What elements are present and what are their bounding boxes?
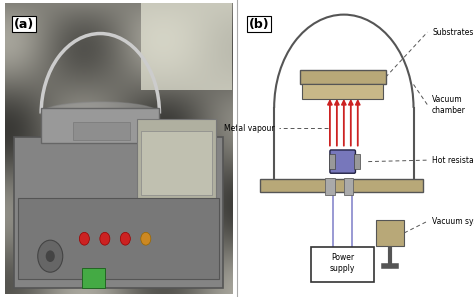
Bar xyxy=(82,268,105,288)
Circle shape xyxy=(38,240,63,272)
Text: Substrates: Substrates xyxy=(432,28,474,37)
Text: Power
supply: Power supply xyxy=(330,253,356,273)
Bar xyxy=(329,154,335,169)
Bar xyxy=(41,108,159,143)
Bar xyxy=(354,154,360,169)
Circle shape xyxy=(46,250,55,262)
Bar xyxy=(376,220,404,246)
Bar xyxy=(260,179,423,192)
Bar xyxy=(311,247,374,282)
Bar xyxy=(137,119,216,201)
Bar xyxy=(18,198,219,279)
Text: Vacuum
chamber: Vacuum chamber xyxy=(432,95,466,115)
Circle shape xyxy=(120,232,130,245)
Ellipse shape xyxy=(41,102,159,125)
Bar xyxy=(300,70,386,84)
Bar xyxy=(325,178,335,195)
Bar xyxy=(73,122,130,140)
Bar xyxy=(141,131,212,195)
Circle shape xyxy=(79,232,90,245)
Text: Metal vapour: Metal vapour xyxy=(224,124,274,133)
Circle shape xyxy=(100,232,110,245)
FancyBboxPatch shape xyxy=(330,150,356,173)
Text: Hot resistance (W): Hot resistance (W) xyxy=(432,156,474,165)
Circle shape xyxy=(141,232,151,245)
Bar xyxy=(344,178,353,195)
Text: Vacuum system: Vacuum system xyxy=(432,217,474,226)
Text: (b): (b) xyxy=(248,18,269,31)
Bar xyxy=(14,137,223,288)
Bar xyxy=(141,3,232,90)
Bar xyxy=(302,84,383,99)
Text: (a): (a) xyxy=(14,18,34,31)
